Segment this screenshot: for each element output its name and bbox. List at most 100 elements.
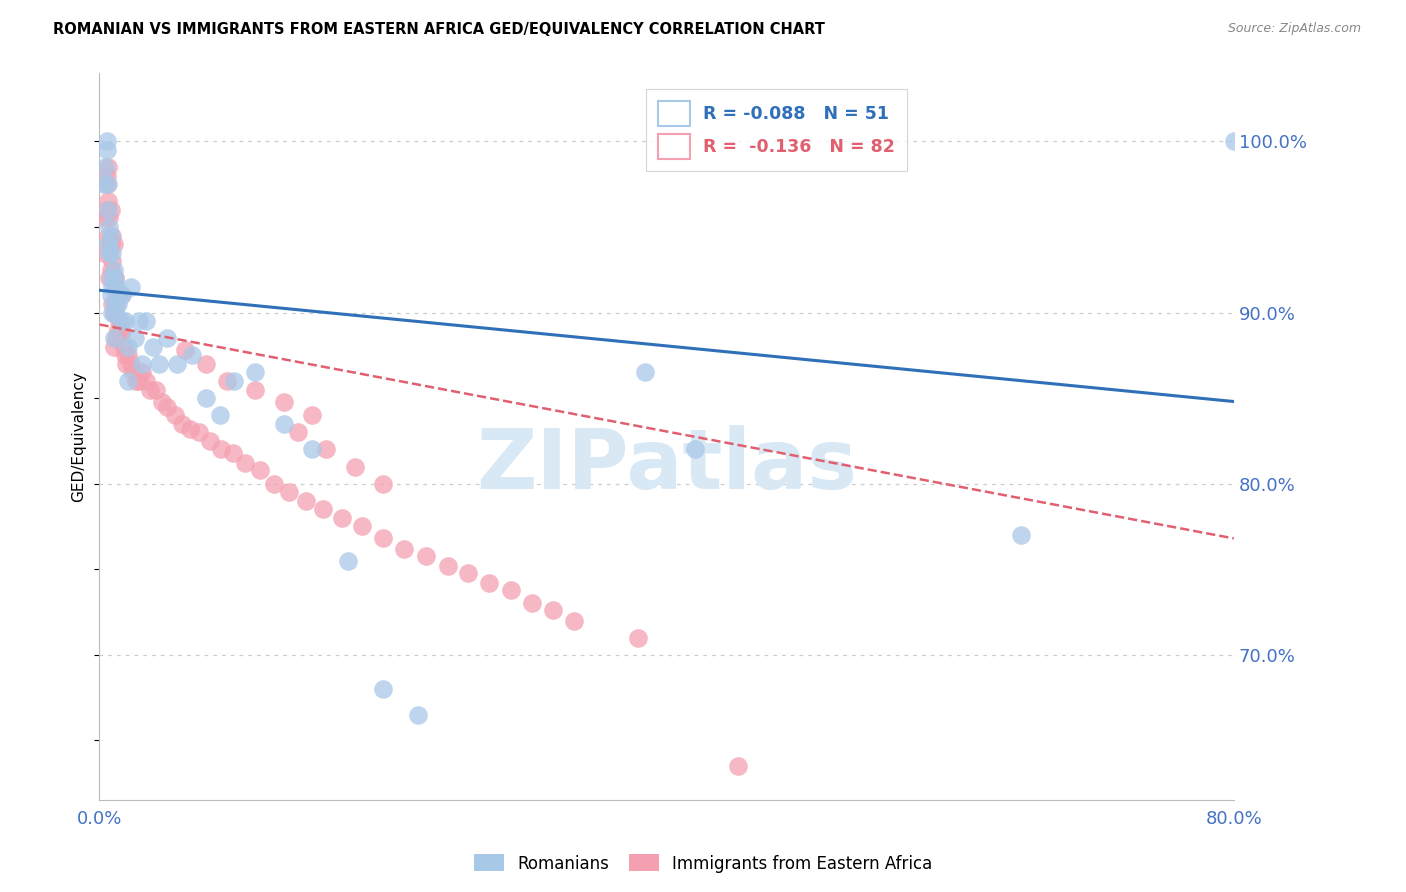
Point bbox=[120, 357, 142, 371]
Point bbox=[457, 566, 479, 580]
Point bbox=[139, 383, 162, 397]
Point bbox=[198, 434, 221, 448]
Point bbox=[98, 237, 121, 252]
Point bbox=[96, 202, 118, 217]
Point bbox=[101, 297, 124, 311]
Point bbox=[170, 417, 193, 431]
Point bbox=[408, 707, 430, 722]
Point bbox=[173, 343, 195, 358]
Point bbox=[104, 271, 127, 285]
Point bbox=[103, 237, 125, 252]
Point bbox=[101, 228, 124, 243]
Point bbox=[634, 366, 657, 380]
Point bbox=[145, 383, 167, 397]
Point bbox=[273, 394, 295, 409]
Point bbox=[105, 331, 128, 345]
Point bbox=[93, 245, 115, 260]
Point bbox=[336, 554, 359, 568]
Point bbox=[101, 280, 124, 294]
Point bbox=[117, 374, 139, 388]
Point bbox=[163, 408, 186, 422]
Point bbox=[301, 442, 323, 457]
Point bbox=[222, 446, 245, 460]
Point bbox=[117, 348, 139, 362]
Text: ROMANIAN VS IMMIGRANTS FROM EASTERN AFRICA GED/EQUIVALENCY CORRELATION CHART: ROMANIAN VS IMMIGRANTS FROM EASTERN AFRI… bbox=[53, 22, 825, 37]
Point bbox=[683, 442, 706, 457]
Point bbox=[209, 442, 232, 457]
Point bbox=[194, 357, 217, 371]
Point bbox=[108, 314, 131, 328]
Point bbox=[135, 374, 157, 388]
Point bbox=[98, 219, 121, 234]
Point bbox=[97, 237, 120, 252]
Point bbox=[215, 374, 238, 388]
Point bbox=[97, 202, 120, 217]
Point bbox=[114, 314, 136, 328]
Point bbox=[179, 422, 201, 436]
Point bbox=[394, 541, 416, 556]
Point bbox=[107, 297, 129, 311]
Point bbox=[98, 211, 121, 226]
Point bbox=[111, 323, 134, 337]
Point bbox=[263, 476, 285, 491]
Point bbox=[142, 340, 165, 354]
Point bbox=[105, 280, 128, 294]
Point bbox=[100, 228, 122, 243]
Point bbox=[235, 456, 257, 470]
Point bbox=[295, 493, 318, 508]
Point bbox=[124, 331, 146, 345]
Point bbox=[117, 340, 139, 354]
Point bbox=[343, 459, 366, 474]
Point bbox=[125, 374, 148, 388]
Point bbox=[114, 348, 136, 362]
Point bbox=[180, 348, 202, 362]
Point bbox=[96, 135, 118, 149]
Point bbox=[97, 194, 120, 209]
Point bbox=[108, 288, 131, 302]
Point bbox=[122, 366, 145, 380]
Point bbox=[105, 297, 128, 311]
Point bbox=[103, 331, 125, 345]
Point bbox=[1223, 135, 1246, 149]
Point bbox=[107, 323, 129, 337]
Point bbox=[312, 502, 335, 516]
Point bbox=[96, 143, 118, 157]
Point bbox=[131, 366, 153, 380]
Point bbox=[98, 271, 121, 285]
Point bbox=[94, 211, 117, 226]
Point bbox=[110, 288, 132, 302]
Point bbox=[96, 169, 118, 183]
Point bbox=[94, 160, 117, 174]
Point bbox=[520, 596, 543, 610]
Point bbox=[371, 476, 394, 491]
Point bbox=[166, 357, 188, 371]
Point bbox=[112, 340, 135, 354]
Point bbox=[315, 442, 337, 457]
Point bbox=[135, 314, 157, 328]
Y-axis label: GED/Equivalency: GED/Equivalency bbox=[72, 371, 86, 502]
Point bbox=[727, 759, 749, 773]
Point bbox=[187, 425, 209, 440]
Point bbox=[96, 178, 118, 192]
Point bbox=[97, 160, 120, 174]
Point bbox=[208, 408, 231, 422]
Point bbox=[437, 558, 460, 573]
Point bbox=[101, 245, 124, 260]
Point bbox=[415, 549, 437, 563]
Point bbox=[107, 288, 129, 302]
Point bbox=[350, 519, 373, 533]
Legend: Romanians, Immigrants from Eastern Africa: Romanians, Immigrants from Eastern Afric… bbox=[467, 847, 939, 880]
Point bbox=[115, 357, 138, 371]
Text: Source: ZipAtlas.com: Source: ZipAtlas.com bbox=[1227, 22, 1361, 36]
Point bbox=[245, 383, 267, 397]
Point bbox=[541, 603, 564, 617]
Point bbox=[249, 463, 271, 477]
Point bbox=[110, 314, 132, 328]
Point bbox=[627, 631, 650, 645]
Point bbox=[371, 681, 394, 696]
Point bbox=[330, 511, 353, 525]
Point bbox=[97, 228, 120, 243]
Point bbox=[103, 340, 125, 354]
Point bbox=[156, 400, 179, 414]
Point bbox=[194, 391, 217, 405]
